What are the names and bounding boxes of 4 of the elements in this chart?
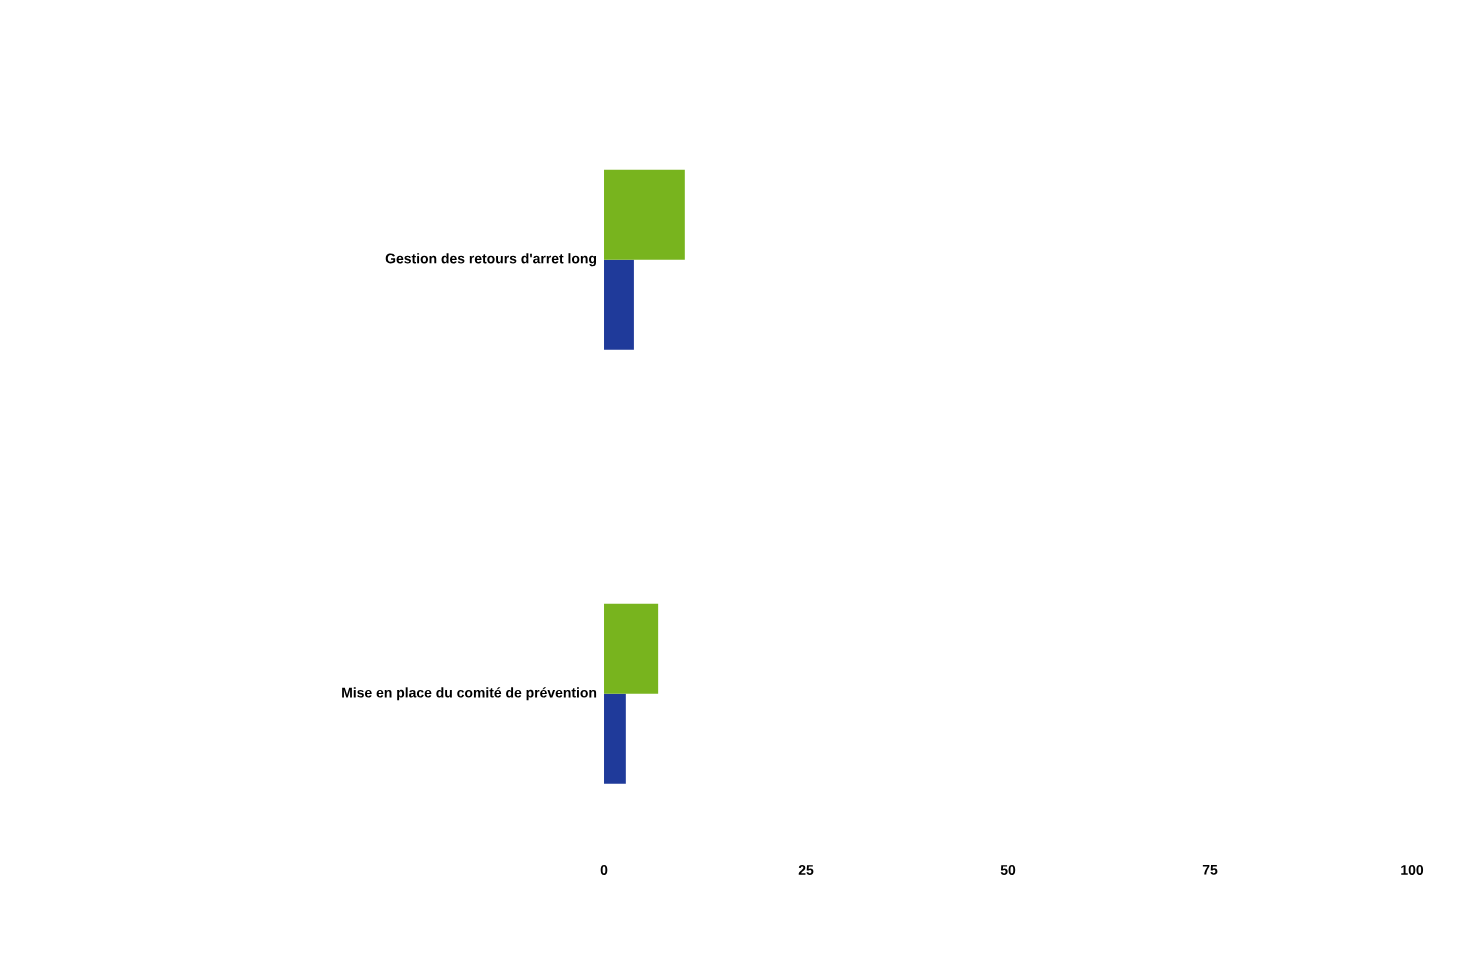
bar: [604, 603, 659, 694]
bar: [604, 693, 626, 784]
bar: [604, 259, 634, 350]
bar: [604, 169, 685, 260]
